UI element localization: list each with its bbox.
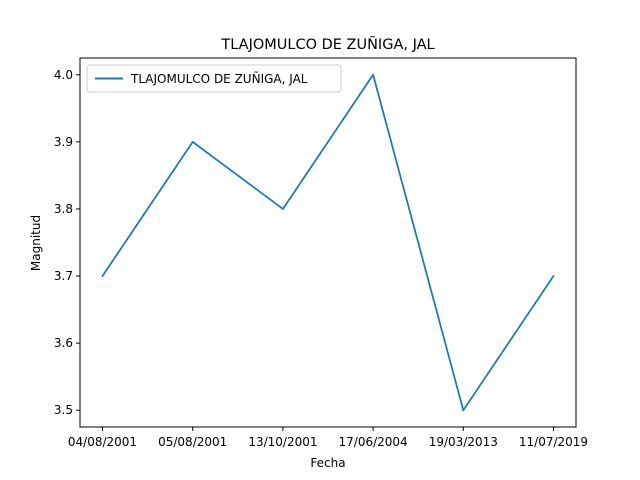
y-axis-title: Magnitud: [29, 215, 43, 271]
y-tick-label: 3.8: [54, 202, 73, 216]
series-layer: [101, 73, 555, 412]
x-tick-label: 05/08/2001: [158, 435, 227, 449]
x-axis: 04/08/2001 05/08/2001 13/10/2001 17/06/2004…: [68, 427, 588, 449]
data-point: [191, 140, 194, 143]
y-tick-label: 3.9: [54, 135, 73, 149]
x-tick-label: 19/03/2013: [429, 435, 498, 449]
x-tick-label: 04/08/2001: [68, 435, 137, 449]
chart-title: TLAJOMULCO DE ZUÑIGA, JAL: [220, 36, 434, 53]
y-tick-label: 3.6: [54, 336, 73, 350]
legend: TLAJOMULCO DE ZUÑIGA, JAL: [86, 64, 342, 93]
y-axis: 3.5 3.6 3.7 3.8 3.9 4.0: [54, 68, 80, 417]
x-tick-label: 13/10/2001: [248, 435, 317, 449]
data-point: [101, 275, 104, 277]
data-point: [372, 73, 374, 76]
x-axis-title: Fecha: [310, 456, 345, 470]
y-tick-label: 3.5: [54, 403, 73, 417]
y-tick-label: 3.7: [54, 269, 73, 283]
legend-box: [86, 64, 342, 93]
x-tick-label: 11/07/2019: [519, 435, 588, 449]
data-point: [462, 409, 465, 412]
data-point: [282, 208, 284, 210]
y-tick-label: 4.0: [54, 68, 73, 82]
data-point: [552, 275, 555, 277]
plot-area: [79, 57, 577, 428]
x-tick-label: 17/06/2004: [339, 435, 408, 449]
series-line: [101, 73, 555, 412]
legend-label: TLAJOMULCO DE ZUÑIGA, JAL: [130, 71, 308, 86]
